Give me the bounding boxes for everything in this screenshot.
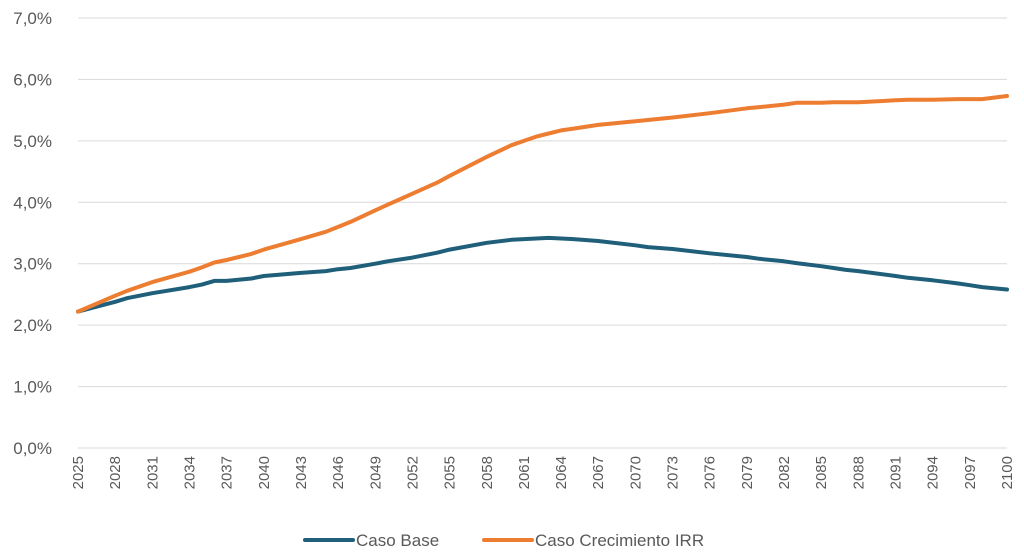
x-tick-label: 2082 [776,456,793,489]
x-tick-label: 2052 [404,456,421,489]
x-tick-label: 2100 [999,456,1016,489]
y-tick-label: 7,0% [13,9,52,28]
x-tick-label: 2034 [181,456,198,489]
x-tick-label: 2088 [850,456,867,489]
x-tick-label: 2040 [256,456,273,489]
x-axis-ticks: 2025 2028 2031 2034 2037 2040 2043 2046 2049 2052… [70,456,1016,489]
y-tick-label: 1,0% [13,378,52,397]
gridlines [78,17,1007,388]
y-axis-ticks: 0,0% 1,0% 2,0% 3,0% 4,0% 5,0% 6,0% 7,0% [13,9,52,458]
x-tick-label: 2097 [962,456,979,489]
x-tick-label: 2079 [739,456,756,489]
series-lines [76,94,1009,314]
legend-label: Caso Base [356,531,439,550]
x-tick-label: 2085 [813,456,830,489]
x-tick-label: 2049 [367,456,384,489]
y-tick-label: 0,0% [13,439,52,458]
x-tick-label: 2043 [293,456,310,489]
x-tick-label: 2076 [702,456,719,489]
x-tick-label: 2064 [553,456,570,489]
x-tick-label: 2031 [144,456,161,489]
y-tick-label: 4,0% [13,193,52,212]
legend: Caso Base Caso Crecimiento IRR [303,531,704,550]
x-tick-label: 2070 [627,456,644,489]
x-tick-label: 2067 [590,456,607,489]
series-line-caso-crecimiento-irr [76,94,1009,314]
x-tick-label: 2058 [479,456,496,489]
y-tick-label: 5,0% [13,132,52,151]
x-tick-label: 2028 [107,456,124,489]
y-tick-label: 6,0% [13,70,52,89]
x-tick-label: 2055 [442,456,459,489]
legend-label: Caso Crecimiento IRR [535,531,704,550]
x-tick-label: 2091 [888,456,905,489]
x-tick-label: 2025 [70,456,87,489]
series-line-caso-base [76,235,1009,314]
x-tick-label: 2073 [665,456,682,489]
x-tick-label: 2061 [516,456,533,489]
x-tick-label: 2046 [330,456,347,489]
y-tick-label: 3,0% [13,255,52,274]
x-tick-label: 2037 [219,456,236,489]
y-tick-label: 2,0% [13,316,52,335]
x-tick-label: 2094 [925,456,942,489]
